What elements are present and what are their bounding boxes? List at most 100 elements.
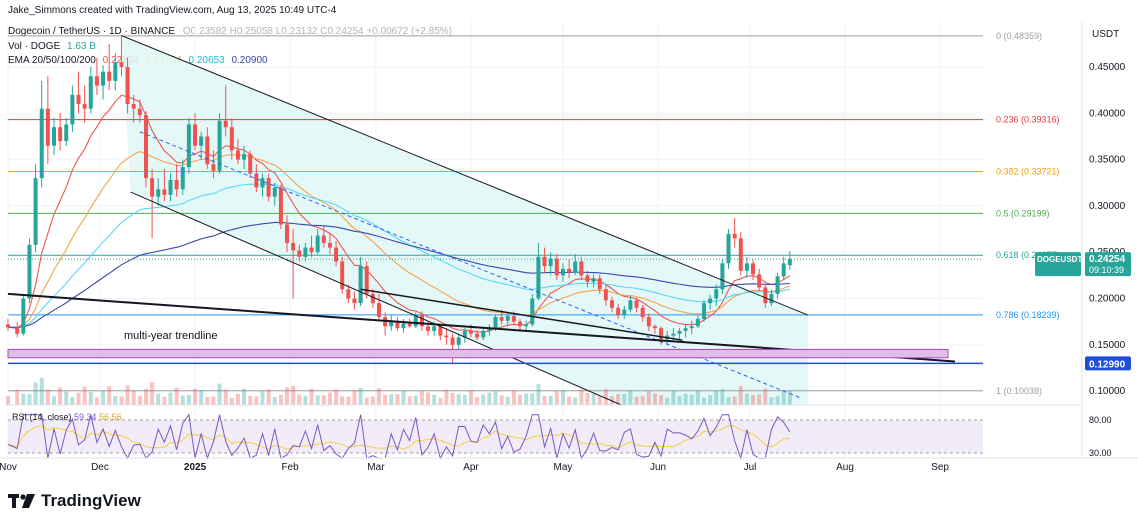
candle-body	[634, 300, 639, 308]
channel-upper-line	[121, 35, 809, 316]
price-tick-label: 0.15000	[1089, 340, 1126, 351]
descending-channel-fill	[121, 35, 809, 406]
candle-body	[419, 315, 424, 327]
volume-bar	[168, 392, 173, 405]
volume-bar	[51, 396, 56, 405]
price-badge-bg	[1085, 252, 1131, 277]
candle-body	[548, 258, 553, 267]
legend-volume: Vol · DOGE 1.63 B	[8, 41, 96, 53]
price-badge-value: 0.24254	[1089, 254, 1126, 265]
time-tick-label: Sep	[931, 462, 949, 473]
price-tick-label: 0.30000	[1089, 201, 1126, 212]
candle-body	[775, 276, 780, 294]
rsi-line	[7, 413, 791, 461]
volume-bar	[505, 396, 510, 405]
candle-body	[573, 261, 578, 273]
candle-body	[340, 261, 345, 290]
candle-body	[579, 261, 584, 276]
candle-body	[33, 178, 38, 245]
volume-bar	[321, 395, 326, 405]
candle-body	[235, 150, 240, 160]
candle-body	[462, 330, 467, 338]
volume-bar	[456, 394, 461, 405]
volume-bar	[174, 387, 179, 405]
rsi-ma-value: 56.56	[99, 412, 122, 422]
symbol-badge-text: DOGEUSDT	[1037, 255, 1082, 264]
candle-body	[131, 104, 136, 109]
legend-vol-label: Vol · DOGE	[8, 41, 61, 52]
volume-bar	[352, 390, 357, 405]
ema100-line	[7, 183, 790, 329]
legend-ema20-value: 0.22334	[102, 55, 139, 66]
volume-bar	[432, 394, 437, 405]
candle-body	[27, 244, 32, 299]
fib-level-label: 0.236 (0.39316)	[996, 115, 1060, 125]
time-tick-label: Jul	[744, 462, 757, 473]
support-badge-value: 0.12990	[1089, 359, 1126, 370]
volume-bar	[278, 394, 283, 405]
volume-bar	[94, 397, 99, 405]
volume-bar	[603, 388, 608, 405]
ema200-line	[7, 221, 790, 328]
candle-body	[714, 289, 719, 299]
volume-bar	[70, 397, 75, 405]
candle-body	[732, 233, 737, 239]
candle-body	[769, 293, 774, 304]
candle-body	[591, 278, 596, 282]
candle-body	[358, 266, 363, 304]
volume-bar	[444, 389, 449, 405]
volume-bar	[383, 394, 388, 405]
candle-body	[272, 187, 277, 197]
candle-body	[21, 298, 26, 334]
candle-body	[193, 124, 198, 146]
volume-bar	[401, 390, 406, 405]
candle-body	[51, 127, 56, 146]
candle-body	[180, 167, 185, 190]
time-tick-label: Jun	[650, 462, 666, 473]
rsi-legend-label: RSI (14, close)	[12, 412, 74, 422]
candle-body	[726, 233, 731, 264]
candle-body	[291, 242, 296, 251]
volume-bar	[708, 395, 713, 405]
rsi-80-label: 80.00	[1089, 415, 1112, 425]
time-tick-label: Nov	[0, 462, 17, 473]
rsi-ma-line	[7, 424, 790, 450]
candle-body	[493, 317, 498, 329]
candle-body	[113, 62, 118, 81]
candle-body	[505, 316, 510, 321]
candle-body	[45, 108, 50, 146]
time-tick-label: Apr	[463, 462, 479, 473]
candle-body	[297, 250, 302, 257]
candle-body	[628, 300, 633, 310]
volume-bar	[223, 389, 228, 405]
volume-bar	[720, 389, 725, 405]
volume-bar	[272, 396, 277, 405]
candle-body	[585, 275, 590, 282]
tradingview-logo[interactable]: TradingView	[8, 491, 141, 511]
volume-bar	[395, 394, 400, 405]
volume-bar	[376, 388, 381, 405]
price-chart[interactable]: 0 (0.48359) 0.236 (0.39316) 0.382 (0.33721…	[0, 0, 1138, 480]
volume-bar	[315, 395, 320, 405]
volume-bar	[119, 396, 124, 405]
volume-bar	[518, 394, 523, 405]
volume-bar	[597, 396, 602, 405]
volume-bar	[560, 390, 565, 405]
volume-bar	[260, 391, 265, 405]
volume-bar	[751, 394, 756, 405]
candle-body	[530, 298, 535, 325]
candle-body	[757, 274, 762, 288]
volume-bar	[695, 390, 700, 405]
time-tick-label: May	[553, 462, 572, 473]
candle-body	[156, 189, 161, 197]
support-price-badge: 0.12990	[1085, 356, 1131, 371]
price-tick-label: 0.35000	[1089, 155, 1126, 166]
price-tick-label: 0.45000	[1089, 62, 1126, 73]
volume-bar	[744, 393, 749, 405]
candle-body	[6, 324, 10, 328]
currency-label: USDT	[1092, 29, 1120, 40]
candle-body	[254, 173, 259, 188]
candle-body	[610, 300, 615, 308]
candle-body	[524, 324, 529, 327]
volume-bar	[143, 388, 148, 405]
